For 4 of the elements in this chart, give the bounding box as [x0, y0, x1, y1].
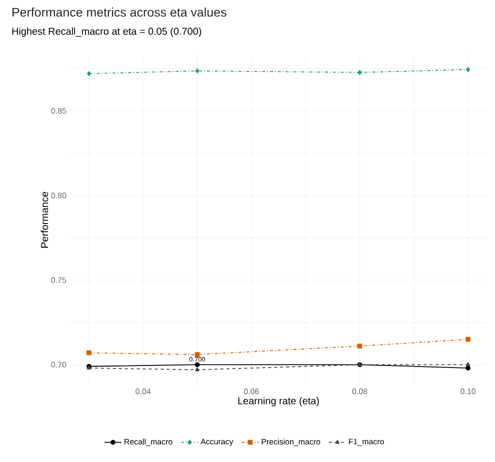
chart-title: Performance metrics across eta values: [12, 8, 226, 17]
y-axis-title: Performance: [40, 192, 48, 248]
chart-subtitle: Highest Recall_macro at eta = 0.05 (0.700): [12, 28, 202, 37]
x-axis-title: Learning rate (eta): [238, 397, 319, 406]
